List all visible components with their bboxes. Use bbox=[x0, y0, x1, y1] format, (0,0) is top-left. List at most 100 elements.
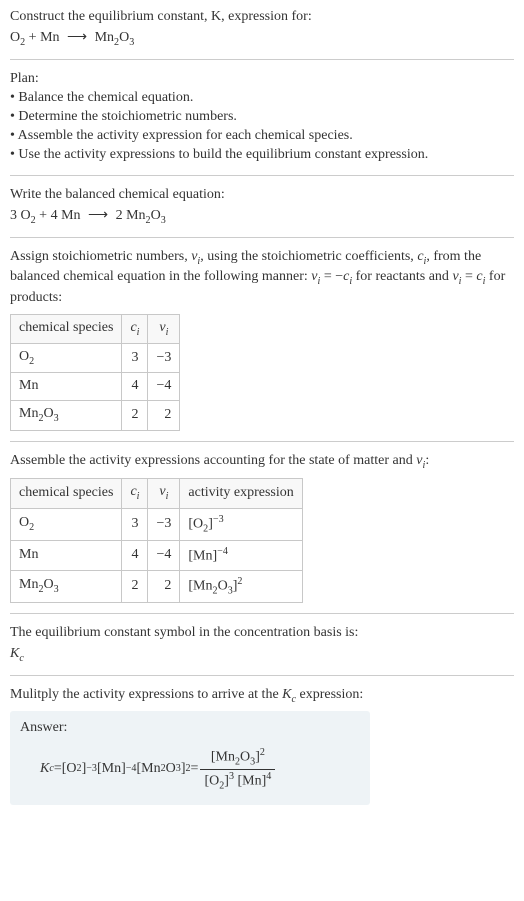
assign-text1: Assign stoichiometric numbers, bbox=[10, 249, 191, 264]
table-row: chemical species ci νi bbox=[11, 314, 180, 343]
activity-table: chemical species ci νi activity expressi… bbox=[10, 478, 303, 603]
col-nui: νi bbox=[148, 314, 180, 343]
cell-ci: 2 bbox=[122, 571, 148, 603]
act-o2-a: [O bbox=[188, 516, 203, 531]
num-a: [Mn bbox=[211, 749, 235, 764]
nui-sub: i bbox=[166, 326, 169, 337]
kc-symbol: Kc bbox=[10, 645, 514, 665]
separator bbox=[10, 613, 514, 614]
assign-paragraph: Assign stoichiometric numbers, νi, using… bbox=[10, 248, 514, 308]
act-mn2o3-b: O bbox=[218, 579, 228, 594]
cell-species: O2 bbox=[11, 344, 122, 373]
o2-o: O bbox=[19, 515, 29, 530]
o2-sub: 2 bbox=[29, 356, 34, 367]
mn2o3-o: O bbox=[44, 577, 54, 592]
table-row: O2 3 −3 bbox=[11, 344, 180, 373]
balanced-plus-4mn: + 4 Mn bbox=[36, 208, 84, 223]
assign-eq1-eq: = − bbox=[320, 269, 343, 284]
assign-text2: , using the stoichiometric coefficients, bbox=[200, 249, 417, 264]
separator bbox=[10, 59, 514, 60]
act-mn-sup: −4 bbox=[217, 546, 228, 557]
col-species: chemical species bbox=[11, 479, 122, 508]
balanced-equation: 3 O2 + 4 Mn ⟶ 2 Mn2O3 bbox=[10, 207, 514, 227]
den-a: [O bbox=[204, 773, 219, 788]
answer-box: Answer: Kc = [O2]−3 [Mn]−4 [Mn2O3]2 = [M… bbox=[10, 711, 370, 805]
ans-mn2o3-b: O bbox=[166, 760, 176, 779]
assemble-text1: Assemble the activity expressions accoun… bbox=[10, 453, 416, 468]
ans-mn: [Mn] bbox=[97, 760, 126, 779]
balanced-2mn2o3-o: O bbox=[151, 208, 161, 223]
table-row: O2 3 −3 [O2]−3 bbox=[11, 508, 303, 540]
cell-species: Mn bbox=[11, 540, 122, 571]
nui-sub: i bbox=[166, 491, 169, 502]
plan-bullet-4: • Use the activity expressions to build … bbox=[10, 146, 514, 165]
cell-activity: [Mn]−4 bbox=[180, 540, 302, 571]
answer-expression: Kc = [O2]−3 [Mn]−4 [Mn2O3]2 = [Mn2O3]2 [… bbox=[20, 746, 360, 793]
assemble-text: Assemble the activity expressions accoun… bbox=[10, 452, 514, 472]
col-species: chemical species bbox=[11, 314, 122, 343]
cell-ci: 2 bbox=[122, 401, 148, 430]
mn2o3-sub2: 3 bbox=[54, 584, 59, 595]
ans-k: K bbox=[40, 760, 49, 779]
balanced-arrow: ⟶ bbox=[84, 208, 112, 223]
plus-mn: + Mn bbox=[25, 30, 63, 45]
species-mn2o3-o: O bbox=[119, 30, 129, 45]
cell-species: Mn2O3 bbox=[11, 571, 122, 603]
cell-ci: 4 bbox=[122, 540, 148, 571]
ans-mn-sup: −4 bbox=[126, 762, 137, 776]
col-ci: ci bbox=[122, 314, 148, 343]
separator bbox=[10, 675, 514, 676]
mn2o3-mn: Mn bbox=[19, 577, 38, 592]
col-ci: ci bbox=[122, 479, 148, 508]
den-c: [Mn] bbox=[234, 773, 266, 788]
cell-nui: −4 bbox=[148, 540, 180, 571]
balanced-3o2: 3 O bbox=[10, 208, 31, 223]
kc-k: K bbox=[10, 646, 19, 661]
num-sup: 2 bbox=[260, 747, 265, 758]
mult-text2: expression: bbox=[296, 687, 363, 702]
answer-label: Answer: bbox=[20, 719, 360, 738]
assign-text4: for reactants and bbox=[352, 269, 452, 284]
cell-ci: 3 bbox=[122, 344, 148, 373]
ans-eq2: = bbox=[191, 760, 199, 779]
table-row: chemical species ci νi activity expressi… bbox=[11, 479, 303, 508]
plan-bullet-2: • Determine the stoichiometric numbers. bbox=[10, 108, 514, 127]
table-row: Mn 4 −4 [Mn]−4 bbox=[11, 540, 303, 571]
assemble-colon: : bbox=[425, 453, 429, 468]
balanced-title: Write the balanced chemical equation: bbox=[10, 186, 514, 205]
plan-bullet-3: • Assemble the activity expression for e… bbox=[10, 127, 514, 146]
stoich-table: chemical species ci νi O2 3 −3 Mn 4 −4 M… bbox=[10, 314, 180, 431]
cell-nui: −3 bbox=[148, 508, 180, 540]
question-equation: O2 + Mn ⟶ Mn2O3 bbox=[10, 29, 514, 49]
species-o2-o: O bbox=[10, 30, 20, 45]
mult-k: K bbox=[282, 687, 291, 702]
question-line1: Construct the equilibrium constant, K, e… bbox=[10, 9, 312, 24]
ans-mn2o3-a: [Mn bbox=[136, 760, 160, 779]
cell-nui: 2 bbox=[148, 401, 180, 430]
cell-nui: −4 bbox=[148, 373, 180, 401]
cell-species: Mn2O3 bbox=[11, 401, 122, 430]
separator bbox=[10, 237, 514, 238]
ans-o2-sup: −3 bbox=[86, 762, 97, 776]
question-text: Construct the equilibrium constant, K, e… bbox=[10, 8, 514, 27]
kc-sub: c bbox=[19, 653, 23, 664]
cell-ci: 4 bbox=[122, 373, 148, 401]
fraction-numerator: [Mn2O3]2 bbox=[207, 746, 269, 769]
species-mn2o3-sub2: 3 bbox=[129, 37, 134, 48]
o2-o: O bbox=[19, 349, 29, 364]
ci-sub: i bbox=[137, 326, 140, 337]
reaction-arrow: ⟶ bbox=[63, 30, 91, 45]
table-row: Mn2O3 2 2 [Mn2O3]2 bbox=[11, 571, 303, 603]
cell-species: O2 bbox=[11, 508, 122, 540]
o2-sub: 2 bbox=[29, 522, 34, 533]
den-sup2: 4 bbox=[266, 771, 271, 782]
act-o2-sup: −3 bbox=[213, 514, 224, 525]
plan-bullet-1: • Balance the chemical equation. bbox=[10, 89, 514, 108]
ci-sub: i bbox=[137, 491, 140, 502]
separator bbox=[10, 175, 514, 176]
table-row: Mn2O3 2 2 bbox=[11, 401, 180, 430]
table-row: Mn 4 −4 bbox=[11, 373, 180, 401]
multiply-text: Mulitply the activity expressions to arr… bbox=[10, 686, 514, 706]
balanced-2mn2o3-mn: 2 Mn bbox=[112, 208, 145, 223]
mn2o3-sub2: 3 bbox=[54, 413, 59, 424]
